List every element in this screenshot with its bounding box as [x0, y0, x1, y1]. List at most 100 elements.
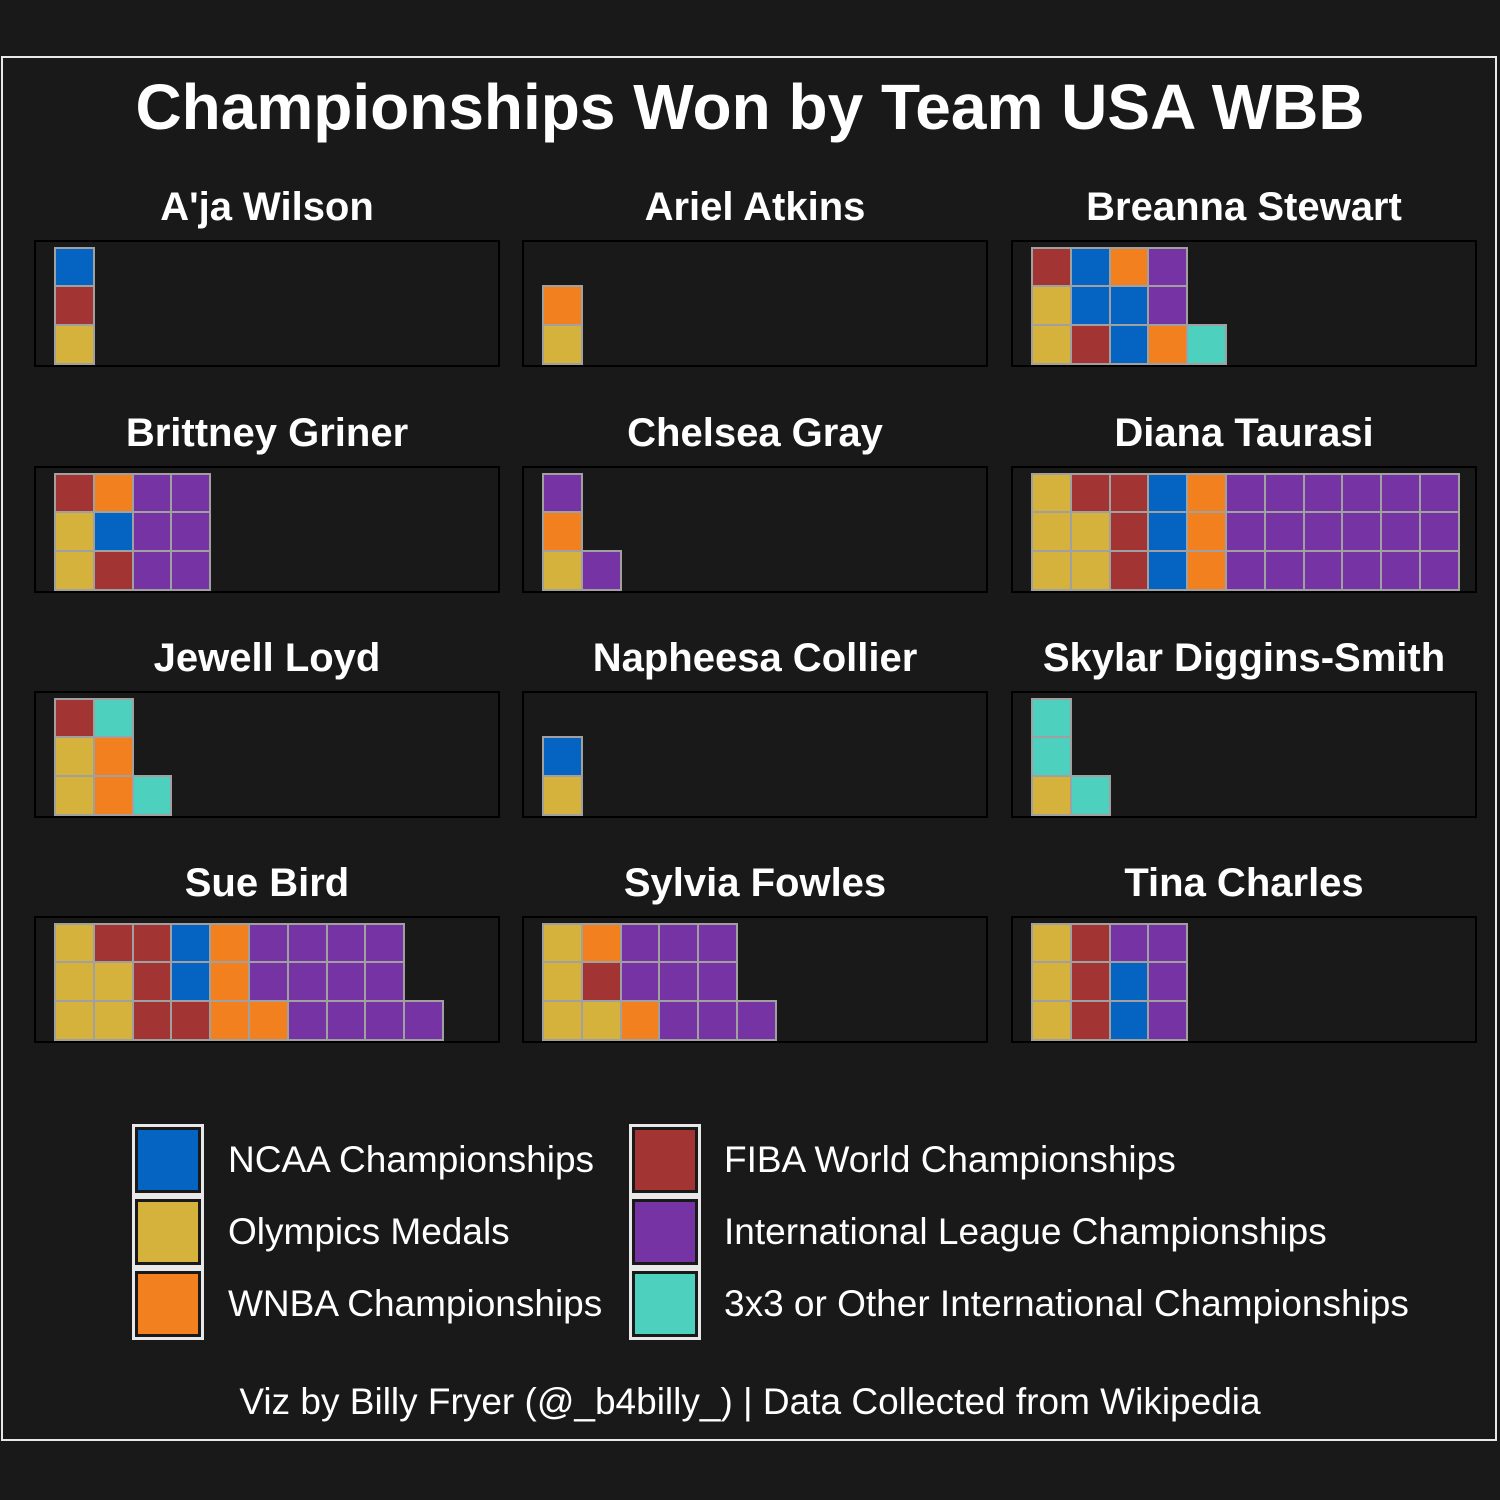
waffle-tile-ncaa	[1069, 285, 1111, 327]
waffle-panel	[34, 691, 500, 818]
waffle-tile-ncaa	[1069, 246, 1111, 288]
waffle-tile-olympics	[542, 775, 583, 816]
waffle-tile-fiba	[131, 961, 173, 1003]
waffle-tile-wnba	[580, 922, 622, 964]
legend-label: WNBA Championships	[228, 1283, 603, 1324]
waffle-tile-fiba	[1069, 324, 1111, 365]
waffle-tile-intl	[1419, 511, 1460, 553]
panel-title: Ariel Atkins	[644, 185, 866, 229]
waffle-tile-intl	[248, 961, 289, 1003]
waffle-tile-olympics	[1031, 550, 1072, 591]
waffle-tile-olympics	[1031, 511, 1072, 553]
waffle-tile-fiba	[54, 697, 95, 739]
waffle-tile-intl	[364, 1000, 406, 1041]
waffle-tile-intl	[286, 961, 328, 1003]
waffle-tile-fiba	[580, 961, 622, 1003]
waffle-panel	[34, 240, 500, 367]
waffle-tile-ncaa	[1108, 285, 1150, 327]
waffle-tile-intl	[1225, 550, 1266, 591]
waffle-tile-intl	[170, 511, 212, 553]
waffle-tile-intl	[1147, 1000, 1189, 1041]
waffle-tile-fiba	[54, 472, 95, 514]
waffle-tile-wnba	[248, 1000, 289, 1041]
waffle-tile-intl	[1419, 472, 1460, 514]
waffle-tile-olympics	[1031, 1000, 1072, 1041]
waffle-tile-wnba	[542, 511, 583, 553]
waffle-tile-fiba	[1069, 1000, 1111, 1041]
waffle-panel	[522, 240, 988, 367]
waffle-tile-fiba	[1108, 472, 1150, 514]
plot-frame	[1, 56, 1497, 1441]
waffle-tile-olympics	[54, 550, 95, 591]
panel-title: Breanna Stewart	[1086, 185, 1402, 229]
waffle-tile-olympics	[1069, 550, 1111, 591]
waffle-tile-intl	[619, 961, 661, 1003]
waffle-tile-intl	[542, 472, 583, 514]
legend-swatch-fiba	[629, 1124, 701, 1196]
waffle-tile-olympics	[1031, 922, 1072, 964]
waffle-tile-wnba	[209, 1000, 250, 1041]
waffle-panel	[34, 466, 500, 593]
waffle-tile-olympics	[542, 1000, 583, 1041]
waffle-tile-intl	[658, 961, 700, 1003]
panel-title: A'ja Wilson	[160, 185, 374, 229]
waffle-tile-intl	[658, 922, 700, 964]
waffle-tile-olympics	[580, 1000, 622, 1041]
waffle-tile-olympics	[1069, 511, 1111, 553]
waffle-tile-other	[1186, 324, 1227, 365]
waffle-tile-ncaa	[54, 246, 95, 288]
waffle-tile-olympics	[542, 922, 583, 964]
waffle-panel	[1011, 691, 1477, 818]
waffle-tile-ncaa	[1108, 1000, 1150, 1041]
legend-swatch-other	[629, 1268, 701, 1340]
waffle-tile-intl	[325, 961, 367, 1003]
waffle-tile-wnba	[1147, 324, 1189, 365]
waffle-tile-fiba	[1108, 550, 1150, 591]
waffle-tile-olympics	[54, 324, 95, 365]
panel-title: Napheesa Collier	[592, 636, 918, 680]
waffle-tile-wnba	[92, 775, 134, 816]
waffle-tile-intl	[286, 922, 328, 964]
waffle-tile-olympics	[542, 324, 583, 365]
waffle-tile-intl	[364, 922, 406, 964]
waffle-tile-other	[1031, 736, 1072, 778]
waffle-tile-fiba	[1108, 511, 1150, 553]
waffle-tile-intl	[658, 1000, 700, 1041]
legend-label: NCAA Championships	[228, 1139, 595, 1180]
legend-label: FIBA World Championships	[724, 1139, 1176, 1180]
waffle-tile-intl	[697, 1000, 738, 1041]
waffle-tile-intl	[170, 472, 212, 514]
waffle-tile-other	[131, 775, 173, 816]
waffle-tile-intl	[1341, 550, 1383, 591]
waffle-tile-olympics	[54, 1000, 95, 1041]
panel-title: Jewell Loyd	[153, 636, 381, 680]
waffle-tile-intl	[1419, 550, 1460, 591]
waffle-tile-ncaa	[92, 511, 134, 553]
waffle-panel	[34, 916, 500, 1043]
legend-label: International League Championships	[724, 1211, 1327, 1252]
waffle-tile-ncaa	[1147, 511, 1189, 553]
waffle-tile-intl	[325, 1000, 367, 1041]
waffle-tile-wnba	[92, 472, 134, 514]
waffle-tile-fiba	[54, 285, 95, 327]
waffle-tile-intl	[1263, 472, 1305, 514]
waffle-tile-intl	[364, 961, 406, 1003]
waffle-tile-olympics	[1031, 324, 1072, 365]
caption: Viz by Billy Fryer (@_b4billy_) | Data C…	[239, 1381, 1261, 1422]
waffle-tile-wnba	[209, 922, 250, 964]
waffle-panel	[522, 466, 988, 593]
legend-swatch-wnba	[132, 1268, 204, 1340]
waffle-tile-olympics	[92, 961, 134, 1003]
panel-title: Diana Taurasi	[1114, 411, 1374, 455]
waffle-tile-olympics	[1031, 961, 1072, 1003]
waffle-tile-intl	[1147, 961, 1189, 1003]
waffle-tile-olympics	[54, 736, 95, 778]
waffle-tile-intl	[697, 922, 738, 964]
waffle-tile-intl	[1380, 472, 1421, 514]
waffle-panel	[1011, 466, 1477, 593]
chart-title: Championships Won by Team USA WBB	[135, 71, 1365, 143]
legend-swatch-olympics	[132, 1196, 204, 1268]
waffle-tile-olympics	[542, 550, 583, 591]
waffle-panel	[522, 691, 988, 818]
waffle-tile-wnba	[1108, 246, 1150, 288]
